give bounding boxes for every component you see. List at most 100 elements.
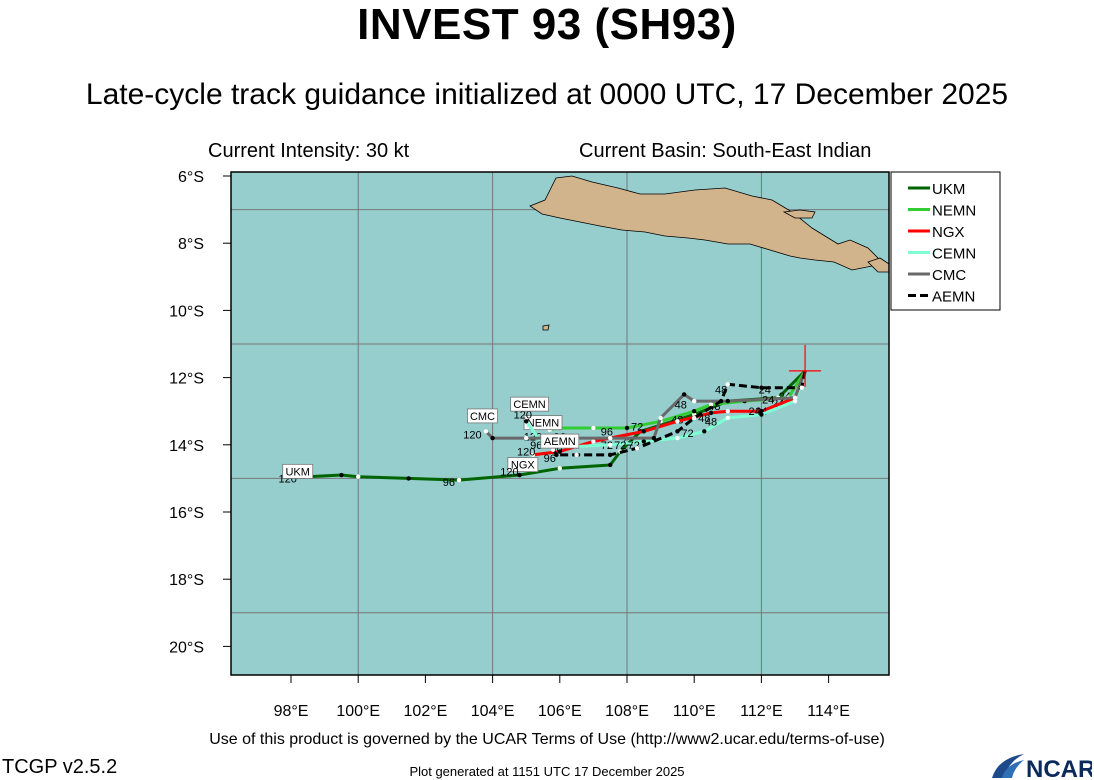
lon-label: 104°E bbox=[471, 703, 515, 720]
track-point bbox=[608, 435, 613, 441]
track-point bbox=[725, 415, 730, 421]
generated-timestamp: Plot generated at 1151 UTC 17 December 2… bbox=[409, 764, 685, 779]
forecast-hour-label: 48 bbox=[698, 413, 710, 425]
ncar-logo-mark-icon bbox=[992, 754, 1024, 778]
track-name-tag bbox=[282, 463, 314, 479]
track-point bbox=[591, 425, 596, 431]
forecast-hour-label: 120 bbox=[517, 447, 535, 459]
forecast-hour-label: 24 bbox=[759, 384, 771, 396]
track-point bbox=[557, 449, 562, 454]
track-point bbox=[718, 398, 724, 404]
track-point bbox=[517, 472, 522, 478]
forecast-hour-label: 120 bbox=[500, 467, 518, 479]
lat-label: 20°S bbox=[169, 639, 204, 656]
lon-label: 106°E bbox=[538, 703, 582, 720]
forecast-hour-label: 72 bbox=[681, 428, 693, 440]
ncar-logo-text: NCAR bbox=[1026, 756, 1092, 780]
track-point bbox=[725, 382, 730, 387]
lat-label: 12°S bbox=[169, 371, 204, 388]
track-point bbox=[608, 452, 613, 458]
version-label: TCGP v2.5.2 bbox=[2, 756, 118, 778]
track-name-label: AEMN bbox=[544, 436, 576, 448]
track-name-tag bbox=[523, 415, 563, 431]
latitude-labels: 6°S 8°S 10°S 12°S 14°S 16°S 18°S 20°S bbox=[169, 169, 231, 656]
current-position-marker bbox=[789, 344, 822, 387]
track-point bbox=[591, 439, 596, 444]
track-point bbox=[406, 476, 411, 481]
track-name-label: CMC bbox=[470, 411, 495, 423]
forecast-tracks: 24487296120UKM24487296120NEMN24487296120… bbox=[278, 369, 807, 489]
legend-label: NEMN bbox=[932, 203, 976, 220]
legend-label: CMC bbox=[932, 267, 966, 284]
legend-label: NGX bbox=[932, 224, 965, 241]
lon-label: 112°E bbox=[740, 703, 783, 720]
track-name-tag bbox=[467, 408, 498, 424]
track-point bbox=[759, 409, 764, 414]
page-title: INVEST 93 (SH93) bbox=[357, 0, 737, 49]
track-point bbox=[681, 392, 687, 397]
track-point bbox=[641, 429, 646, 434]
madura-island bbox=[782, 209, 816, 219]
track-point bbox=[530, 452, 536, 458]
forecast-hour-label: 96 bbox=[544, 453, 556, 465]
lon-label: 114°E bbox=[807, 703, 850, 720]
landmasses bbox=[529, 175, 889, 331]
track-aemn bbox=[551, 370, 807, 457]
forecast-hour-label: 24 bbox=[749, 406, 761, 418]
track-point bbox=[759, 385, 764, 390]
lat-label: 10°S bbox=[169, 303, 204, 320]
track-name-tag bbox=[510, 396, 549, 412]
track-point bbox=[524, 419, 529, 424]
track-name-tag bbox=[540, 433, 580, 449]
track-point bbox=[557, 466, 562, 471]
forecast-hour-label: 72 bbox=[614, 440, 626, 452]
gridlines bbox=[231, 172, 889, 675]
ncar-logo: NCAR bbox=[992, 754, 1092, 780]
track-name-label: CEMN bbox=[513, 399, 545, 411]
track-point bbox=[641, 439, 646, 444]
forecast-hour-label: 96 bbox=[601, 426, 613, 438]
lat-label: 8°S bbox=[178, 236, 204, 253]
track-point bbox=[356, 474, 361, 479]
track-point bbox=[759, 412, 764, 417]
track-cmc bbox=[484, 370, 807, 440]
track-point bbox=[456, 477, 462, 483]
track-point bbox=[634, 445, 640, 451]
forecast-hour-label: 96 bbox=[443, 477, 455, 489]
track-point bbox=[708, 402, 714, 407]
forecast-hour-label: 48 bbox=[675, 399, 687, 411]
track-name-label: NEMN bbox=[527, 418, 559, 430]
track-point bbox=[490, 435, 495, 441]
forecast-hour-label: 48 bbox=[705, 416, 717, 428]
lat-label: 14°S bbox=[169, 438, 204, 455]
lon-label: 110°E bbox=[673, 703, 716, 720]
track-point bbox=[550, 447, 556, 453]
current-intensity: Current Intensity: 30 kt bbox=[208, 140, 410, 162]
track-name-label: NGX bbox=[511, 460, 536, 472]
track-point bbox=[708, 410, 714, 416]
lon-label: 100°E bbox=[336, 703, 380, 720]
forecast-hour-label: 120 bbox=[514, 410, 532, 422]
legend-label: AEMN bbox=[932, 289, 975, 306]
track-point bbox=[725, 409, 730, 414]
track-point bbox=[658, 415, 663, 421]
lon-label: 108°E bbox=[605, 703, 649, 720]
forecast-hour-label: 48 bbox=[715, 384, 727, 396]
track-point bbox=[624, 425, 630, 431]
forecast-hour-label: 120 bbox=[463, 430, 481, 442]
track-point bbox=[792, 398, 798, 404]
terms-of-use: Use of this product is governed by the U… bbox=[209, 731, 885, 748]
track-point bbox=[524, 435, 529, 441]
track-point bbox=[574, 452, 579, 458]
lat-label: 6°S bbox=[178, 169, 204, 186]
page-subtitle: Late-cycle track guidance initialized at… bbox=[85, 78, 1009, 111]
track-point bbox=[725, 398, 730, 404]
track-point bbox=[799, 385, 804, 390]
track-point bbox=[702, 429, 707, 434]
lon-label: 98°E bbox=[274, 703, 309, 720]
bali-island bbox=[867, 257, 889, 273]
track-point bbox=[675, 435, 680, 441]
legend-label: UKM bbox=[932, 181, 965, 198]
legend-box bbox=[890, 171, 1001, 311]
